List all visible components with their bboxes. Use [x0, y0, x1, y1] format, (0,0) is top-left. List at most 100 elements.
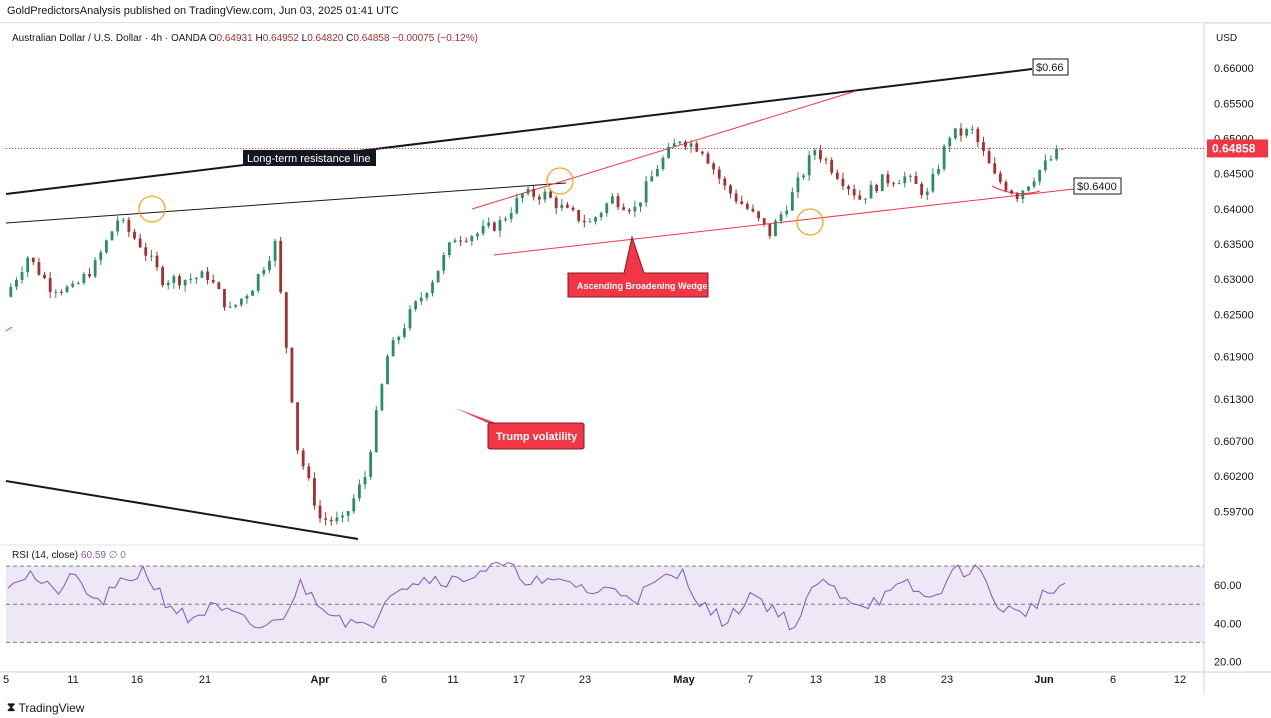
- last-price-text: 0.64858: [1212, 141, 1256, 155]
- candle-body: [194, 277, 198, 279]
- time-tick-label: 11: [447, 674, 458, 686]
- symbol-legend: Australian Dollar / U.S. Dollar · 4h · O…: [12, 33, 478, 44]
- candle-body: [982, 142, 985, 152]
- candle-body: [987, 151, 991, 164]
- candle-body: [953, 128, 957, 139]
- candle-body: [616, 196, 620, 208]
- candle-body: [329, 519, 333, 522]
- candle-body: [82, 273, 86, 283]
- candle-body: [419, 297, 423, 302]
- candle-body: [689, 143, 693, 147]
- wedge-callout-box: [567, 235, 709, 298]
- candle-body: [476, 233, 479, 237]
- candle-body: [99, 252, 103, 261]
- candle-body: [301, 450, 305, 467]
- rsi-line: [7, 561, 1066, 631]
- candle-body: [700, 151, 704, 154]
- trendlines: [5, 68, 1075, 540]
- candle-body: [442, 255, 446, 271]
- candle-body: [251, 290, 254, 296]
- candle-body: [729, 185, 732, 194]
- candle-body: [824, 159, 828, 161]
- candle-body: [892, 183, 895, 185]
- candles: [6, 123, 1204, 526]
- candle-body: [858, 195, 862, 200]
- candle-body: [751, 208, 755, 212]
- candle-body: [391, 340, 395, 357]
- candle-body: [903, 176, 907, 184]
- candle-body: [15, 279, 18, 287]
- candle-body: [965, 129, 969, 136]
- time-tick-label: 23: [941, 674, 953, 686]
- candle-body: [588, 221, 592, 223]
- candle-body: [734, 193, 738, 202]
- time-tick-label: 7: [747, 674, 753, 686]
- candle-body: [667, 146, 671, 158]
- resistance-label-box: [243, 150, 376, 166]
- minor-resistance-line: [5, 182, 567, 224]
- candle-body: [880, 174, 884, 192]
- candle-body: [26, 257, 30, 273]
- candle-body: [774, 220, 777, 237]
- candle-body: [431, 282, 434, 294]
- candle-body: [515, 198, 519, 214]
- candle-body: [807, 155, 811, 176]
- candle-body: [526, 188, 530, 194]
- candle-body: [9, 286, 13, 297]
- rsi-panel: [6, 561, 1204, 643]
- time-tick-label: 16: [131, 674, 143, 686]
- candle-body: [374, 410, 378, 452]
- candle-body: [279, 240, 283, 293]
- candle-body: [745, 204, 749, 209]
- candle-body: [341, 515, 344, 518]
- last-price-badge: [1207, 139, 1268, 158]
- candle-body: [71, 283, 75, 287]
- candle-body: [386, 356, 389, 385]
- candle-body: [464, 240, 468, 242]
- candle-body: [672, 143, 676, 147]
- candle-body: [380, 384, 384, 411]
- candle-body: [605, 203, 609, 213]
- price-tick-label: 0.59700: [1214, 506, 1254, 518]
- candle-body: [959, 128, 963, 136]
- candle-body: [537, 196, 541, 200]
- candle-body: [627, 209, 631, 212]
- candle-body: [357, 484, 361, 499]
- time-axis: 5 11 16 21 Apr 6 11 17 23 May 7 13 18 23 Jun 6 12: [3, 674, 1186, 686]
- candle-body: [914, 175, 918, 184]
- price-axis: 0.660000.655000.650000.645000.640000.635…: [1207, 63, 1268, 668]
- candle-body: [762, 218, 766, 225]
- candle-body: [925, 191, 929, 196]
- candle-body: [20, 272, 24, 280]
- chart-canvas[interactable]: Long-term resistance line Ascending Broad…: [0, 23, 1271, 695]
- candle-body: [239, 298, 243, 305]
- candle-body: [1010, 190, 1013, 194]
- candle-body: [88, 273, 91, 277]
- candle-body: [492, 222, 496, 231]
- candle-body: [369, 451, 373, 477]
- candle-body: [307, 466, 311, 479]
- candle-body: [976, 128, 980, 143]
- candle-body: [717, 169, 721, 179]
- candle-body: [779, 214, 783, 221]
- volatility-callout-pointer: [455, 408, 496, 423]
- candle-body: [256, 274, 260, 291]
- currency-label: USD: [1216, 33, 1237, 44]
- candle-body: [543, 191, 547, 200]
- candle-body: [931, 173, 935, 192]
- candle-body: [819, 150, 822, 160]
- time-tick-label: 23: [579, 674, 591, 686]
- candle-body: [937, 168, 940, 174]
- candle-body: [402, 328, 406, 337]
- candle-body: [970, 128, 974, 130]
- candle-body: [149, 255, 153, 257]
- lower-trend-line: [5, 480, 359, 540]
- time-tick-label: 11: [67, 674, 78, 686]
- price-label-top: $0.66: [1036, 62, 1064, 74]
- candle-body: [723, 178, 727, 186]
- candle-body: [1038, 169, 1042, 182]
- candle-body: [712, 163, 716, 170]
- time-tick-label: 6: [1110, 674, 1116, 686]
- publish-header: GoldPredictorsAnalysis published on Trad…: [7, 5, 399, 17]
- candle-body: [757, 211, 760, 219]
